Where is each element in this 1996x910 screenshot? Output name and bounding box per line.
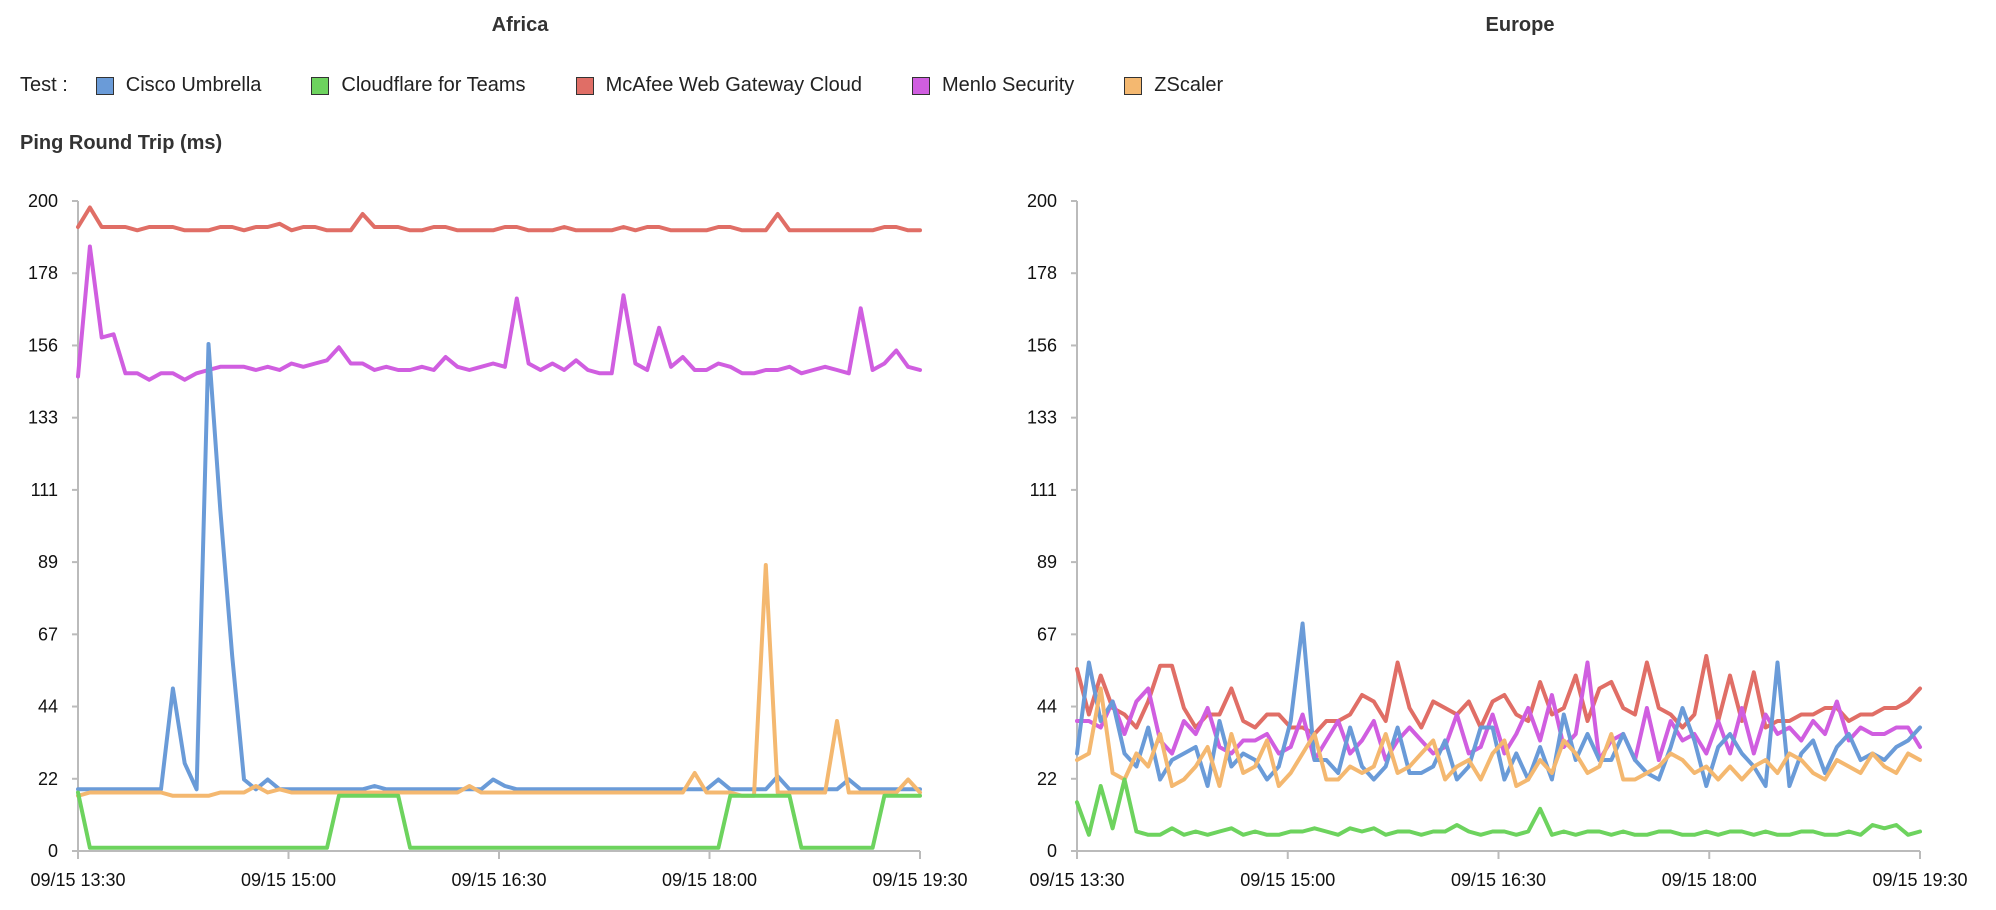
series-line-cloudflare-for-teams[interactable]	[1075, 777, 1922, 837]
y-tick-label: 200	[28, 191, 58, 211]
legend-swatch	[911, 76, 930, 95]
chart-title-europe: Europe	[1485, 14, 1555, 36]
x-tick-label: 09/15 18:00	[662, 870, 757, 890]
y-tick-label: 178	[28, 263, 58, 283]
y-tick-label: 156	[1027, 335, 1057, 355]
x-tick-label: 09/15 19:30	[872, 870, 967, 890]
y-tick-label: 0	[48, 841, 58, 861]
series-line-cisco-umbrella[interactable]	[76, 342, 922, 792]
x-tick-label: 09/15 13:30	[30, 870, 125, 890]
legend-item-mcafee[interactable]: McAfee Web Gateway Cloud	[575, 74, 862, 97]
series-line-zscaler[interactable]	[76, 563, 922, 798]
legend-item-label: ZScaler	[1154, 74, 1224, 96]
y-tick-label: 44	[1037, 697, 1057, 717]
legend-item-cisco-umbrella[interactable]: Cisco Umbrella	[95, 74, 262, 97]
x-tick-label: 09/15 13:30	[1029, 870, 1124, 890]
legend-item-label: Menlo Security	[941, 74, 1075, 96]
y-tick-label: 67	[1037, 624, 1057, 644]
legend-item-label: Cloudflare for Teams	[341, 74, 526, 96]
y-tick-label: 200	[1027, 191, 1057, 211]
series-line-mcafee-web-gateway-cloud[interactable]	[1075, 654, 1922, 736]
y-tick-label: 156	[28, 335, 58, 355]
legend-swatch	[311, 76, 330, 95]
legend-item-cloudflare[interactable]: Cloudflare for Teams	[311, 74, 526, 97]
legend-item-zscaler[interactable]: ZScaler	[1124, 74, 1223, 97]
y-tick-label: 44	[38, 697, 58, 717]
legend-label: Test :	[20, 74, 68, 96]
x-tick-label: 09/15 16:30	[1451, 870, 1546, 890]
y-tick-label: 89	[1037, 552, 1057, 572]
legend-swatch	[95, 76, 114, 95]
legend-swatch	[575, 76, 594, 95]
legend-item-label: Cisco Umbrella	[125, 74, 262, 96]
y-tick-label: 178	[1027, 263, 1057, 283]
x-tick-label: 09/15 15:00	[241, 870, 336, 890]
series-line-zscaler[interactable]	[1075, 686, 1922, 788]
y-tick-label: 133	[1027, 408, 1057, 428]
chart-panel-europe: 0 22 44 67 89 111 133 156 178 200 09/15 13:30 09/15…	[1027, 191, 1968, 890]
y-tick-label: 111	[31, 480, 58, 500]
legend-item-label: McAfee Web Gateway Cloud	[605, 74, 862, 96]
y-tick-label: 22	[1037, 769, 1057, 789]
x-tick-label: 09/15 18:00	[1662, 870, 1757, 890]
legend: Test : Cisco Umbrella Cloudflare for Tea…	[20, 74, 1273, 97]
chart-title-africa: Africa	[491, 14, 549, 36]
x-tick-label: 09/15 15:00	[1240, 870, 1335, 890]
x-tick-label: 09/15 16:30	[451, 870, 546, 890]
series-line-cloudflare-for-teams[interactable]	[76, 790, 922, 850]
y-tick-label: 111	[1030, 480, 1057, 500]
series-line-menlo-security[interactable]	[76, 244, 922, 382]
y-tick-label: 22	[38, 769, 58, 789]
y-tick-label: 0	[1047, 841, 1057, 861]
chart-panel-africa: 0 22 44 67 89 111 133 156 178 200 09/15 13:30 09/15…	[28, 191, 968, 890]
x-tick-label: 09/15 19:30	[1872, 870, 1967, 890]
series-line-cisco-umbrella[interactable]	[1075, 621, 1922, 788]
series-line-mcafee-web-gateway-cloud[interactable]	[76, 205, 922, 233]
y-axis-label: Ping Round Trip (ms)	[20, 132, 223, 154]
y-tick-label: 133	[28, 408, 58, 428]
y-tick-label: 89	[38, 552, 58, 572]
legend-swatch	[1124, 76, 1143, 95]
y-tick-label: 67	[38, 624, 58, 644]
legend-item-menlo[interactable]: Menlo Security	[911, 74, 1075, 97]
